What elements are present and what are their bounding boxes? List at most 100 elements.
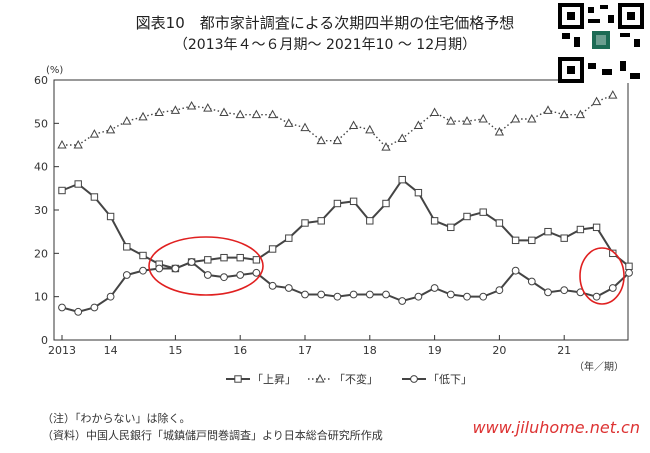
data-point-series-2 [187,258,196,266]
data-point-series-1 [316,135,326,145]
data-point-series-2 [592,292,601,301]
data-point-series-2 [479,292,488,301]
data-point-series-1 [478,113,488,123]
data-point-series-2 [463,292,471,301]
data-point-series-1 [510,113,521,123]
data-point-series-0 [106,212,115,221]
data-point-series-1 [575,109,586,119]
x-tick-label: 18 [363,344,377,357]
data-point-series-1 [365,124,375,134]
data-point-series-0 [90,193,99,201]
data-point-series-2 [430,284,439,292]
data-point-series-0 [236,253,244,262]
data-point-series-0 [268,245,277,253]
data-point-series-0 [252,256,261,264]
data-point-series-1 [397,133,407,142]
data-point-series-1 [251,109,262,119]
data-point-series-2 [365,290,374,299]
legend-label-不変: 「不変」 [334,372,378,386]
data-point-series-2 [511,266,520,275]
data-point-series-2 [284,284,293,292]
data-point-series-1 [446,116,456,125]
data-point-series-2 [122,271,131,279]
legend-label-低下: 「低下」 [428,373,472,386]
series-line-2 [61,260,630,313]
data-point-series-2 [527,277,536,286]
data-point-series-0 [447,223,455,232]
data-point-series-1 [429,107,440,116]
data-point-series-2 [608,284,617,292]
data-point-series-1 [235,109,245,119]
data-point-series-0 [463,212,471,221]
data-point-series-0 [349,197,358,206]
x-tick-label: 16 [233,344,247,357]
data-point-series-0 [625,262,633,271]
data-point-series-1 [608,90,618,99]
data-point-series-0 [382,199,390,208]
x-tick-label: 20 [492,344,506,357]
legend-marker-0 [234,375,242,383]
data-point-series-1 [462,116,472,125]
y-tick-label: 30 [34,204,48,217]
x-tick-label: 17 [298,344,312,357]
footnote: （注）「わからない」は除く。 [42,412,191,425]
data-point-series-2 [106,292,115,301]
data-point-series-1 [154,107,164,116]
watermark: www.jiluhome.net.cn [472,418,640,437]
data-point-series-1 [203,103,213,112]
data-point-series-2 [58,303,66,312]
data-point-series-2 [74,307,83,316]
data-point-series-2 [301,290,309,299]
data-point-series-0 [544,227,552,236]
data-point-series-0 [301,219,309,227]
data-point-series-0 [560,234,568,242]
data-point-series-0 [398,175,406,184]
source-note: （資料）中国人民銀行「城鎮儲戸問巻調査」より日本総合研究所作成 [42,429,383,442]
data-point-series-1 [381,142,391,151]
data-point-series-0 [430,217,439,225]
highlight-ellipse [148,236,264,296]
data-point-series-1 [348,120,359,129]
data-point-series-0 [414,188,423,197]
data-point-series-1 [284,118,294,127]
data-point-series-0 [74,180,82,188]
data-point-series-1 [138,111,148,121]
data-point-series-2 [625,268,633,277]
data-point-series-2 [333,292,342,301]
data-point-series-2 [349,290,358,299]
data-point-series-2 [560,286,569,295]
data-point-series-2 [252,268,261,277]
data-point-series-1 [105,124,116,134]
data-point-series-1 [267,109,278,119]
y-tick-label: 10 [34,291,48,304]
y-tick-label: 50 [34,117,48,130]
data-point-series-1 [122,116,132,125]
data-point-series-1 [89,129,100,138]
data-point-series-1 [591,96,602,106]
data-point-series-0 [285,234,293,242]
data-point-series-2 [203,271,212,279]
data-point-series-1 [527,113,537,123]
data-point-series-2 [90,303,99,312]
legend-marker-2 [410,375,418,383]
x-tick-label: 14 [104,344,118,357]
data-point-series-2 [495,286,504,295]
data-point-series-0 [511,236,520,245]
data-point-series-2 [171,264,180,273]
data-point-series-0 [592,223,601,232]
data-point-series-0 [204,256,212,264]
data-point-series-2 [317,290,326,299]
y-tick-label: 40 [34,161,48,174]
data-point-series-0 [220,253,228,262]
data-point-series-1 [413,120,424,129]
data-point-series-2 [139,266,147,275]
data-point-series-0 [528,236,536,245]
x-tick-label: 2013 [48,344,76,357]
data-point-series-0 [139,251,147,260]
data-point-series-0 [479,208,487,216]
data-point-series-1 [300,122,310,132]
qr-code-icon [558,3,644,83]
data-point-series-2 [544,288,552,297]
data-point-series-1 [559,109,569,119]
